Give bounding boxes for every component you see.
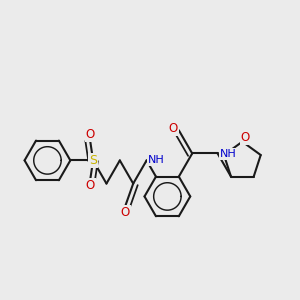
Text: S: S <box>89 154 97 167</box>
Text: O: O <box>85 128 95 142</box>
Text: O: O <box>85 179 95 192</box>
Text: NH: NH <box>148 155 165 165</box>
Text: O: O <box>241 131 250 144</box>
Text: O: O <box>121 206 130 219</box>
Text: O: O <box>169 122 178 135</box>
Text: NH: NH <box>219 149 236 159</box>
